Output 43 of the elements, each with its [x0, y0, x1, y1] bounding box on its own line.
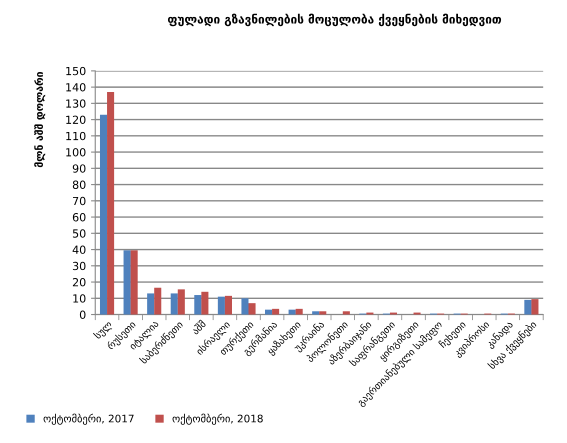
- bar: [130, 250, 138, 315]
- bar: [100, 114, 108, 315]
- y-tick-label: 100: [66, 148, 86, 156]
- bar: [178, 289, 185, 315]
- bar: [201, 292, 208, 315]
- chart-title: ფულადი გზავნილების მოცულობა ქვეყნების მიხედვით: [168, 14, 502, 26]
- bar: [218, 296, 225, 315]
- bar: [319, 311, 326, 315]
- y-tick-label: 40: [72, 246, 86, 254]
- bar: [288, 310, 296, 315]
- bar: [531, 299, 538, 315]
- y-tick-label: 140: [66, 83, 86, 92]
- bar: [194, 295, 202, 315]
- legend-label: ოქტომბერი, 2018: [172, 414, 263, 425]
- bar: [241, 298, 248, 315]
- y-tick-label: 130: [66, 99, 86, 108]
- bar: [272, 308, 280, 315]
- y-tick-label: 90: [72, 164, 86, 173]
- y-tick-label: 30: [72, 262, 86, 270]
- y-tick-label: 20: [72, 278, 86, 286]
- y-tick-label: 150: [66, 66, 86, 76]
- bar: [107, 92, 114, 315]
- bar: [265, 310, 272, 315]
- y-tick-label: 120: [66, 116, 86, 124]
- y-tick-label: 50: [72, 229, 86, 238]
- legend-label: ოქტომბერი, 2017: [44, 414, 134, 425]
- bar: [147, 293, 154, 315]
- y-tick-label: 80: [72, 180, 86, 189]
- y-tick-label: 60: [72, 213, 86, 222]
- bar: [312, 311, 320, 315]
- y-tick-label: 10: [73, 294, 86, 303]
- bar: [224, 296, 232, 315]
- bar: [248, 303, 256, 315]
- bar: [170, 293, 178, 315]
- bar: [524, 300, 532, 315]
- bar: [154, 288, 162, 315]
- bar: [124, 250, 131, 315]
- y-tick-label: 110: [66, 132, 86, 140]
- bar: [342, 311, 350, 315]
- y-tick-label: 0: [80, 310, 86, 319]
- y-tick-label: 70: [73, 196, 86, 206]
- bar: [296, 308, 303, 315]
- y-axis-title: მლნ აშშ დოლარი: [34, 72, 46, 168]
